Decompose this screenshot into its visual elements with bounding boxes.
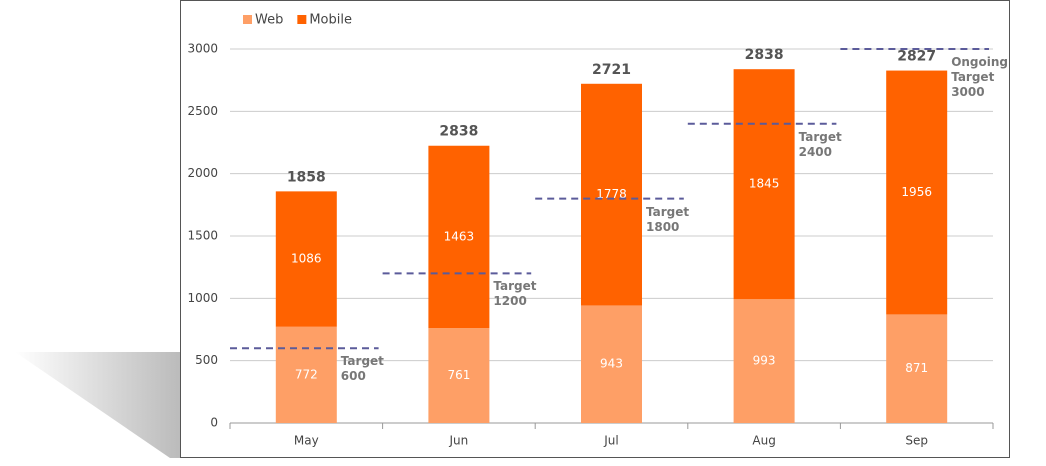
legend-label: Mobile: [309, 13, 352, 28]
target-value: 2400: [798, 144, 832, 159]
x-tick-label: Aug: [752, 434, 775, 448]
bar-segment: [886, 70, 948, 315]
bar-segment: [581, 83, 642, 306]
legend-swatch: [243, 15, 252, 24]
bar-segment: [275, 326, 337, 423]
y-tick-label: 0: [210, 416, 218, 430]
bar-segment: [733, 299, 795, 423]
y-tick-label: 1000: [187, 291, 218, 305]
legend-label: Web: [255, 13, 283, 28]
total-label: 2838: [745, 47, 784, 63]
bar-segment: [428, 145, 490, 329]
value-label: 993: [753, 354, 776, 368]
value-label: 1845: [749, 177, 780, 191]
bar-segment: [581, 305, 642, 423]
y-tick-label: 500: [195, 353, 218, 367]
value-label: 772: [295, 367, 318, 381]
bar-segment: [886, 314, 948, 423]
target-name: Target: [493, 279, 537, 294]
x-tick-label: Sep: [905, 434, 928, 448]
target-value: 600: [340, 369, 366, 384]
target-label: Target 1800: [646, 205, 704, 235]
target-value: 3000: [951, 85, 985, 99]
x-tick-label: May: [294, 434, 319, 448]
legend-swatch: [297, 15, 307, 24]
x-tick-label: Jun: [449, 434, 469, 448]
y-tick-label: 2500: [187, 104, 218, 118]
target-name: Ongoing Target: [951, 55, 1009, 84]
target-name: Target: [646, 204, 690, 219]
target-value: 1200: [493, 294, 527, 309]
bar-segment: [275, 191, 337, 327]
value-label: 1463: [444, 229, 475, 243]
y-tick-label: 1500: [187, 229, 218, 243]
target-label: Target 1200: [493, 279, 551, 309]
value-label: 1086: [291, 252, 322, 266]
shadow: [15, 352, 180, 458]
bar-segment: [428, 328, 490, 423]
target-name: Target: [340, 354, 384, 369]
target-label: Ongoing Target 3000: [951, 55, 1009, 100]
total-label: 2721: [592, 62, 631, 78]
target-label: Target 600: [341, 354, 399, 384]
value-label: 761: [447, 368, 470, 382]
target-value: 1800: [646, 219, 680, 234]
value-label: 1778: [596, 187, 627, 201]
value-label: 1956: [901, 185, 932, 199]
total-label: 2838: [439, 124, 478, 140]
target-label: Target 2400: [799, 130, 857, 160]
target-name: Target: [798, 129, 842, 144]
y-tick-label: 3000: [187, 42, 218, 56]
value-label: 943: [600, 357, 623, 371]
x-tick-label: Jul: [603, 434, 618, 448]
total-label: 1858: [287, 169, 326, 185]
value-label: 871: [905, 361, 928, 375]
bar-segment: [733, 69, 795, 300]
total-label: 2827: [897, 49, 936, 65]
y-tick-label: 2000: [187, 166, 218, 180]
